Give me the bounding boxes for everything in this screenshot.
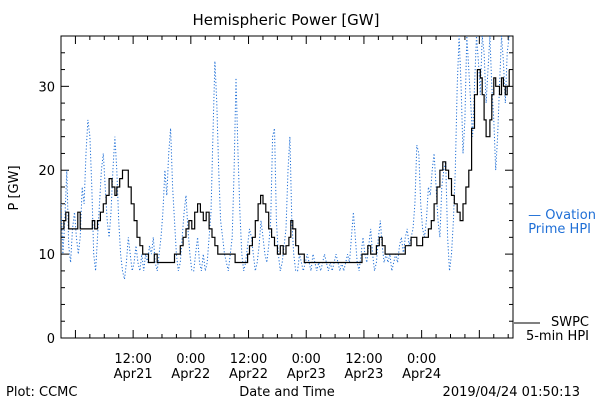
y-tick-label: 10 — [38, 248, 55, 263]
x-tick-label-date: Apr22 — [171, 367, 210, 382]
legend-swpc-label: SWPC — [551, 315, 589, 330]
x-axis-label: Date and Time — [239, 385, 335, 400]
legend-ovation-label: Prime HPI — [528, 222, 591, 237]
y-tick-label: 0 — [47, 332, 55, 347]
x-tick-label-time: 12:00 — [230, 352, 267, 367]
legend-swpc-label: 5-min HPI — [526, 329, 589, 344]
footer-plot-credit: Plot: CCMC — [6, 385, 77, 400]
x-tick-label-time: 0:00 — [176, 352, 205, 367]
series-group — [61, 36, 510, 280]
x-tick-label-time: 0:00 — [407, 352, 436, 367]
y-tick-label: 30 — [38, 80, 55, 95]
x-tick-label-time: 0:00 — [292, 352, 321, 367]
legend-ovation-label: — Ovation — [528, 208, 596, 223]
y-tick-label: 20 — [38, 164, 55, 179]
footer-timestamp: 2019/04/24 01:50:13 — [443, 385, 580, 400]
y-axis: 0 10 20 30 — [38, 35, 513, 347]
series-swpc-5-min-hpi-line — [61, 69, 510, 264]
series-layer — [61, 36, 510, 280]
x-tick-label-date: Apr23 — [344, 367, 383, 382]
x-tick-label-date: Apr23 — [287, 367, 326, 382]
x-tick-label-date: Apr21 — [114, 367, 153, 382]
x-tick-label-date: Apr22 — [229, 367, 268, 382]
x-tick-label-date: Apr24 — [402, 367, 441, 382]
series-ovation-prime-hpi-line — [61, 36, 510, 280]
y-axis-label: P [GW] — [7, 165, 22, 210]
x-axis: 12:00Apr210:00Apr2212:00Apr220:00Apr2312… — [60, 36, 509, 382]
chart-title: Hemispheric Power [GW] — [193, 11, 380, 29]
x-tick-label-time: 12:00 — [114, 352, 151, 367]
x-tick-label-time: 12:00 — [345, 352, 382, 367]
